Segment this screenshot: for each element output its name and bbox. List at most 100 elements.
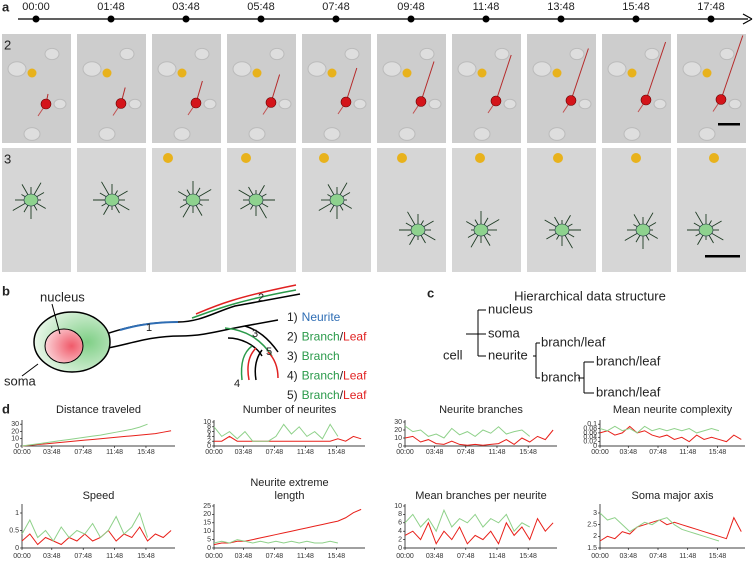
microscopy-image (602, 148, 671, 272)
microscopy-image (77, 148, 146, 272)
data-line (404, 429, 554, 446)
x-tick-label: 00:00 (205, 449, 223, 456)
red-neurite (420, 61, 435, 102)
y-tick-label: 3 (593, 510, 597, 517)
red-cell (40, 98, 52, 110)
background-cell (398, 127, 416, 141)
timeline-dot (332, 15, 340, 23)
timeline-label: 09:48 (397, 1, 425, 13)
x-tick-label: 07:48 (266, 553, 284, 560)
legend-entry: 5) Branch/Leaf (287, 388, 367, 402)
timeline-dot (32, 15, 40, 23)
data-line (213, 539, 339, 544)
y-tick-label: 0 (593, 443, 597, 450)
background-cell (653, 98, 667, 110)
x-tick-label: 00:00 (13, 449, 31, 456)
data-line (404, 517, 554, 545)
background-cell (344, 47, 360, 61)
yellow-cell (27, 68, 37, 78)
hierarchy-node: cell (443, 347, 463, 362)
background-cell (232, 61, 252, 77)
x-tick-label: 11:48 (679, 553, 696, 560)
diagram-marker: 3 (252, 328, 258, 340)
panel-label: d (2, 401, 10, 416)
x-tick-label: 15:48 (328, 449, 346, 456)
data-line (214, 435, 362, 442)
x-tick-label: 07:48 (649, 553, 667, 560)
x-tick-label: 11:48 (297, 553, 314, 560)
y-tick-label: 0 (15, 443, 19, 450)
microscopy-image (377, 148, 446, 272)
background-cell (307, 61, 327, 77)
legend-entry: 4) Branch/Leaf (287, 369, 367, 383)
yellow-cell (319, 153, 329, 163)
background-cell (473, 127, 491, 141)
x-tick-label: 00:00 (13, 553, 31, 560)
green-cell (698, 223, 714, 237)
timeline-label: 03:48 (172, 1, 200, 13)
yellow-cell (163, 153, 173, 163)
chart-title: Mean neurite complexity (612, 404, 733, 416)
y-tick-label: 10 (203, 528, 211, 535)
x-tick-label: 11:48 (488, 553, 505, 560)
x-tick-label: 07:48 (649, 449, 667, 456)
x-tick-label: 00:00 (205, 553, 223, 560)
legend-number: 5) (287, 388, 298, 402)
hierarchy-node: neurite (488, 347, 528, 362)
panel-label: a (2, 0, 10, 14)
data-line (404, 425, 531, 439)
y-tick-label: 0 (15, 545, 19, 552)
background-cell (278, 98, 292, 110)
hierarchy-node: branch/leaf (596, 353, 661, 368)
microscopy-image (527, 34, 596, 143)
x-tick-label: 07:48 (266, 449, 284, 456)
x-tick-label: 03:48 (235, 553, 253, 560)
microscopy-image (302, 34, 371, 143)
timeline-label: 01:48 (97, 1, 125, 13)
chart-title: Number of neurites (242, 404, 337, 416)
x-tick-label: 00:00 (396, 449, 414, 456)
timeline-label: 07:48 (322, 1, 350, 13)
microscopy-image (227, 34, 296, 143)
y-tick-label: 0 (207, 443, 211, 450)
legend-entry: 1) Neurite (287, 310, 341, 324)
y-tick-label: 0 (398, 443, 402, 450)
chart-title: Distance traveled (56, 404, 141, 416)
y-tick-label: 0.1 (587, 421, 597, 428)
background-cell (457, 61, 477, 77)
microscopy-image (677, 34, 746, 143)
red-neurite (570, 48, 589, 101)
legend-number: 3) (287, 349, 298, 363)
y-tick-label: 4 (207, 433, 211, 440)
red-cell (190, 97, 202, 109)
data-line (21, 423, 148, 447)
x-tick-label: 07:48 (457, 449, 475, 456)
x-tick-label: 07:48 (457, 553, 475, 560)
data-line (404, 508, 530, 533)
legend-entry: 2) Branch/Leaf (287, 330, 367, 344)
yellow-cell (553, 153, 563, 163)
y-tick-label: 15 (203, 520, 211, 527)
yellow-cell (102, 68, 112, 78)
y-tick-label: 0 (398, 545, 402, 552)
data-line (21, 511, 149, 542)
green-cell (329, 193, 345, 207)
legend-part: Leaf (343, 369, 367, 383)
green-cell (554, 223, 570, 237)
diagram-label: soma (4, 373, 37, 388)
x-tick-label: 03:48 (43, 449, 61, 456)
diagram-marker: 5 (266, 346, 272, 358)
panel-label: c (427, 285, 434, 300)
yellow-cell (627, 68, 637, 78)
x-tick-label: 03:48 (619, 449, 637, 456)
y-tick-label: 10 (11, 436, 19, 443)
timeline-label: 17:48 (697, 1, 725, 13)
y-tick-label: 20 (394, 427, 402, 434)
scale-bar (705, 255, 740, 258)
legend-number: 1) (287, 310, 298, 324)
background-cell (382, 61, 402, 77)
green-cell (248, 193, 264, 207)
x-tick-label: 15:48 (137, 449, 155, 456)
y-tick-label: 1 (15, 510, 19, 517)
